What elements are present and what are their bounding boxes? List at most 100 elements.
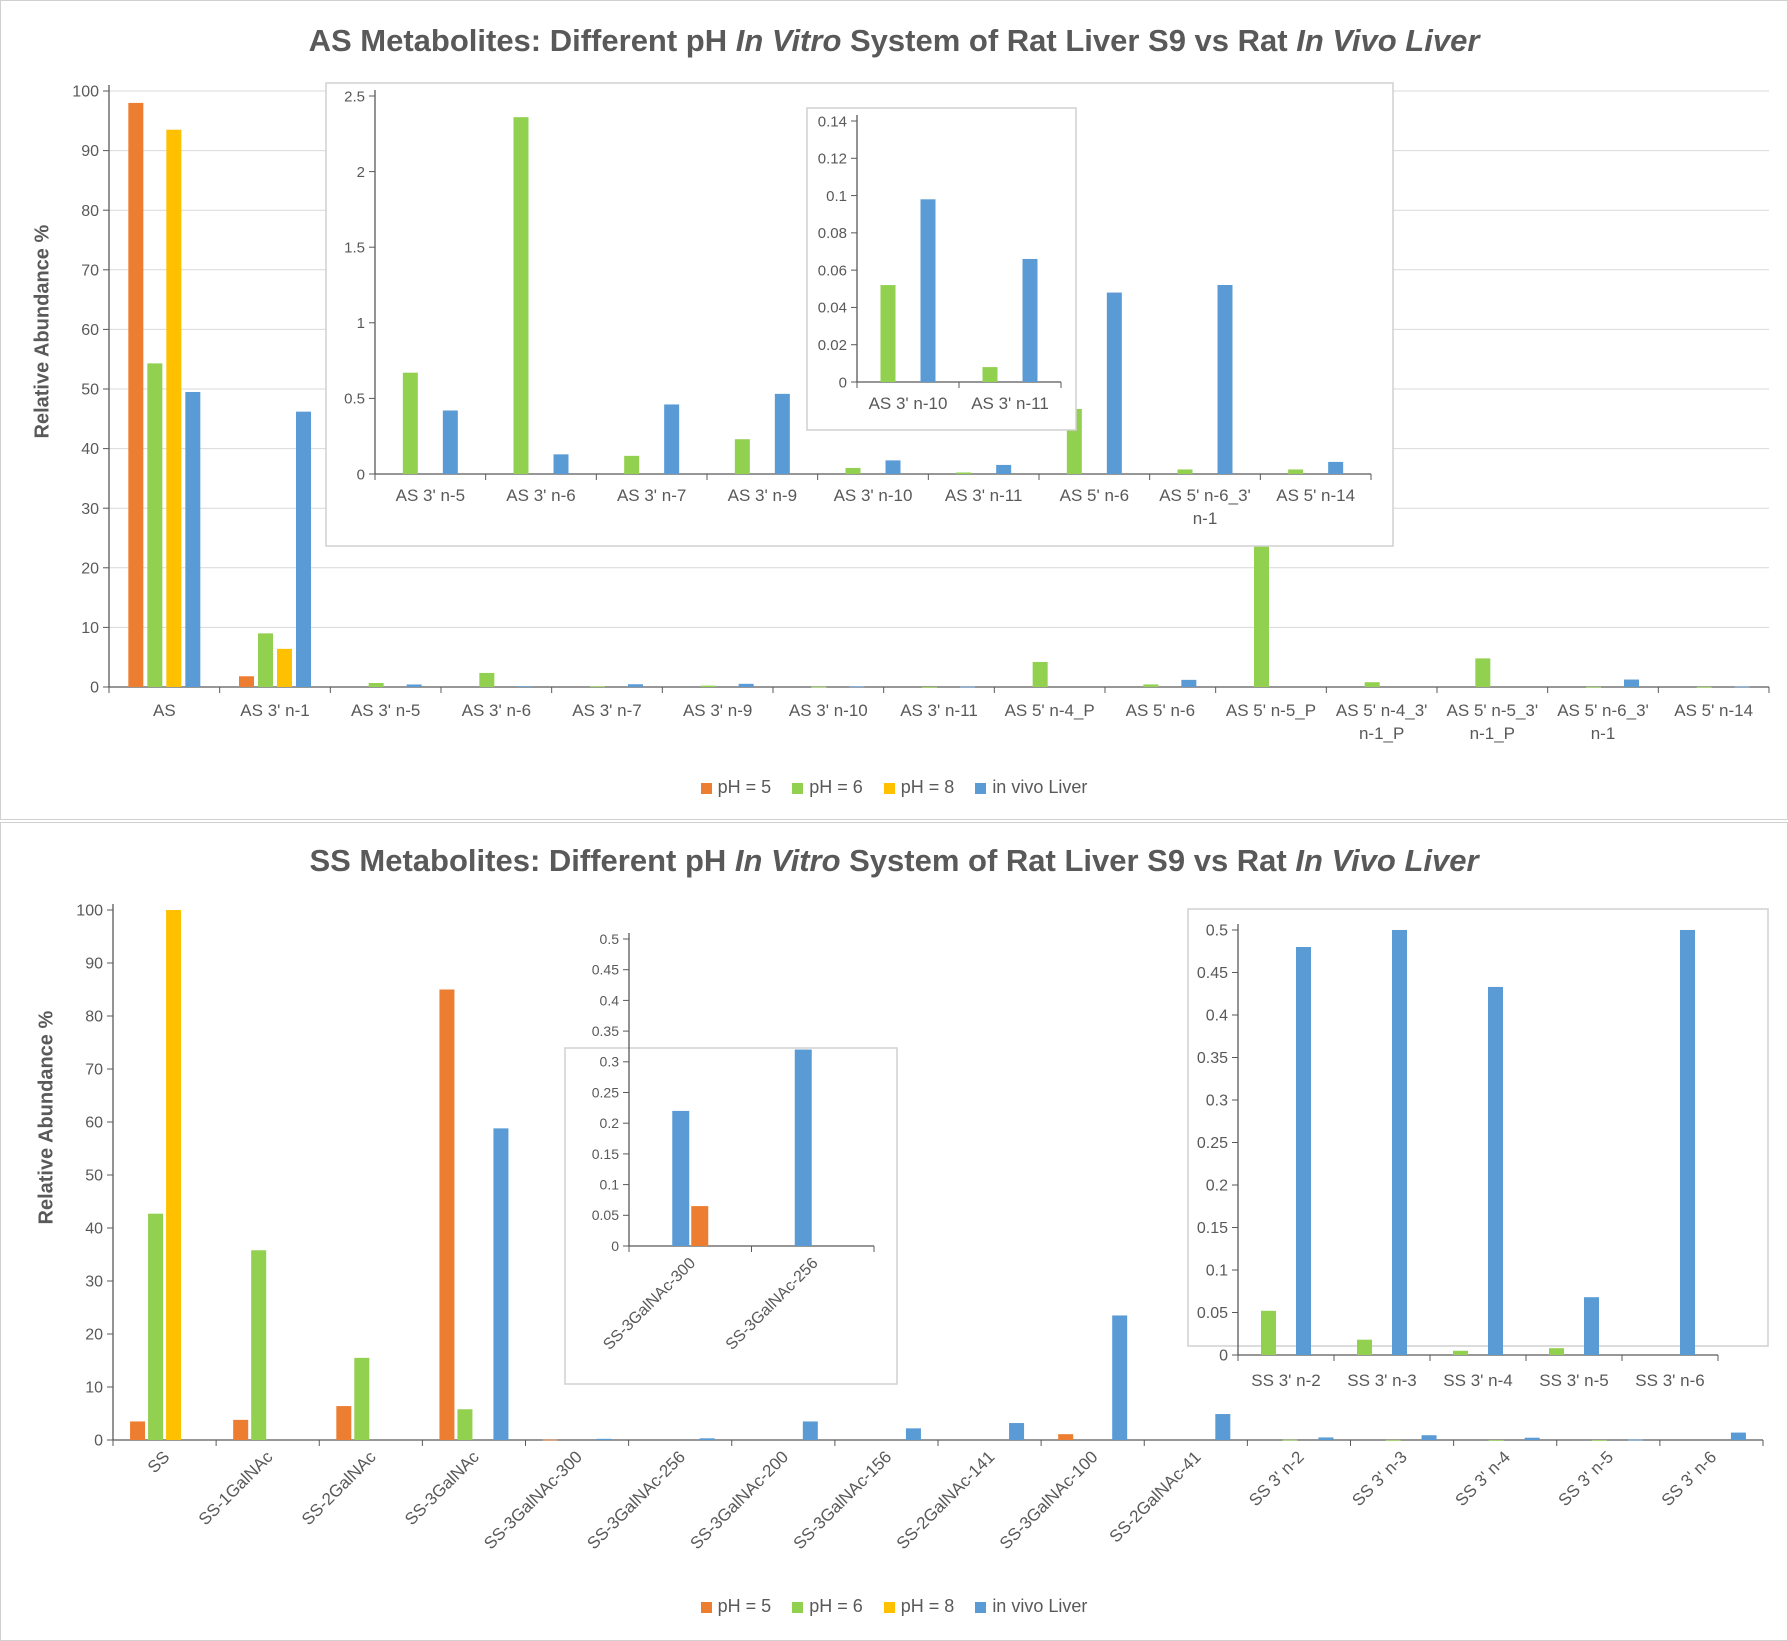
y-tick-label: 0 bbox=[611, 1238, 619, 1254]
bar-in-vivo-liver-ss-3-n-6 bbox=[1680, 930, 1695, 1355]
y-tick-label: 10 bbox=[85, 1380, 103, 1397]
y-tick-label: 0.3 bbox=[600, 1054, 620, 1070]
ss-chart-svg: 0 10 20 30 40 50 60 70 80 90 100 SS SS-1GalNAc SS-2Ga… bbox=[76, 903, 1769, 1553]
bar-in-vivo-liver-ss-3galnac-256 bbox=[794, 1049, 812, 1246]
x-tick-label: AS 3' n-9 bbox=[683, 701, 752, 720]
y-tick-label: 0.1 bbox=[1206, 1263, 1228, 1280]
y-tick-label: 90 bbox=[85, 956, 103, 973]
bar-in-vivo-liver-as-5-n-14 bbox=[1328, 461, 1344, 474]
y-tick-label: 2 bbox=[357, 164, 365, 181]
legend-swatch bbox=[883, 783, 895, 794]
x-tick-label: AS 5' n-4_3' n-1_P bbox=[1336, 701, 1428, 743]
y-tick-label: 20 bbox=[85, 1327, 103, 1344]
bar-in-vivo-liver-ss-3-n-3 bbox=[1421, 1435, 1437, 1440]
legend-item-invivo: in vivo Liver bbox=[975, 777, 1087, 798]
x-tick-label: AS 5' n-14 bbox=[1674, 701, 1753, 720]
bar-in-vivo-liver-ss-2galnac-141 bbox=[1009, 1423, 1025, 1440]
bar-ph-5-ss-3galnac-300 bbox=[542, 1439, 558, 1441]
y-tick-label: 60 bbox=[81, 322, 99, 339]
bar-ph-6-as-3-n-11 bbox=[922, 686, 937, 688]
bar-ph-6-as-3-n-7 bbox=[590, 686, 605, 688]
y-tick-label: 0.14 bbox=[818, 113, 847, 130]
y-tick-label: 0.06 bbox=[818, 262, 847, 279]
bar-ph-6-ss-1galnac bbox=[251, 1250, 267, 1440]
x-tick-label: SS-3GalNAc bbox=[401, 1447, 483, 1529]
x-tick-label: SS 3' n-2 bbox=[1245, 1447, 1308, 1510]
bar-ph-5-ss-2galnac bbox=[336, 1406, 352, 1440]
legend-item-invivo: in vivo Liver bbox=[975, 1596, 1087, 1617]
y-tick-label: 0.45 bbox=[592, 962, 619, 978]
bar-ph-6-ss-3-n-3 bbox=[1357, 1339, 1372, 1355]
y-tick-label: 0 bbox=[94, 1433, 103, 1450]
bar-in-vivo-liver-as-3-n-11 bbox=[960, 686, 975, 688]
bar-ph-6-as-3-n-10 bbox=[845, 467, 861, 474]
x-tick-label: AS 5' n-5_3' n-1_P bbox=[1447, 701, 1539, 743]
x-tick-label: SS-3GalNAc-200 bbox=[687, 1447, 793, 1553]
bar-in-vivo-liver-as-3-n-6 bbox=[553, 454, 569, 474]
legend-item-ph6: pH = 6 bbox=[792, 1596, 863, 1617]
bar-ph-6-as-3-n-10 bbox=[811, 686, 827, 688]
y-tick-label: 0.04 bbox=[818, 300, 847, 317]
bar-ph-5-as-3-n-1 bbox=[239, 676, 254, 687]
y-tick-label: 0.02 bbox=[818, 337, 847, 354]
bar-ph-8-as-3-n-1 bbox=[277, 648, 292, 687]
x-tick-label: SS 3' n-5 bbox=[1539, 1371, 1608, 1390]
x-tick-label: AS 3' n-5 bbox=[351, 701, 420, 720]
x-tick-label: AS 5' n-6 bbox=[1060, 486, 1129, 505]
x-tick-label: AS 5' n-6_3' n-1 bbox=[1159, 486, 1251, 528]
y-tick-label: 0.5 bbox=[1206, 923, 1228, 940]
ss-chart-panel: SS Metabolites: Different pH In Vitro Sy… bbox=[0, 822, 1788, 1641]
ss-inset-large-frame bbox=[1187, 908, 1769, 1347]
bar-in-vivo-liver-as bbox=[185, 391, 201, 687]
legend-swatch bbox=[700, 1602, 712, 1613]
bar-ph-6-as-5-n-14 bbox=[1288, 469, 1304, 474]
as-chart-panel: AS Metabolites: Different pH In Vitro Sy… bbox=[0, 0, 1788, 820]
x-tick-label: AS 3' n-5 bbox=[396, 486, 465, 505]
bar-in-vivo-liver-as-3-n-9 bbox=[738, 683, 754, 687]
bar-ph-6-as-3-n-11 bbox=[982, 367, 998, 382]
legend-item-ph8: pH = 8 bbox=[883, 1596, 954, 1617]
bar-ph-6-as-5-n-4-3-n-1-p bbox=[1364, 682, 1380, 687]
y-tick-label: 0.45 bbox=[1197, 965, 1228, 982]
x-tick-label: SS 3' n-2 bbox=[1251, 1371, 1320, 1390]
bar-ph-5-ss bbox=[130, 1421, 146, 1440]
as-legend: pH = 5 pH = 6 pH = 8 in vivo Liver bbox=[1, 777, 1787, 798]
legend-item-ph5: pH = 5 bbox=[700, 1596, 771, 1617]
bar-ph-6-ss-3-n-2 bbox=[1261, 1310, 1276, 1355]
x-tick-label: AS 3' n-10 bbox=[834, 486, 913, 505]
y-tick-label: 0.15 bbox=[1197, 1220, 1228, 1237]
bar-in-vivo-liver-as-3-n-10 bbox=[885, 460, 901, 474]
x-tick-label: SS bbox=[144, 1447, 173, 1476]
x-tick-label: AS 3' n-6 bbox=[506, 486, 575, 505]
y-tick-label: 0.35 bbox=[1197, 1050, 1228, 1067]
x-tick-label: SS 3' n-3 bbox=[1347, 1371, 1416, 1390]
bar-ph-6-as-3-n-5 bbox=[402, 372, 418, 474]
y-tick-label: 0.1 bbox=[826, 188, 847, 205]
bar-ph-6-ss-3-n-5 bbox=[1591, 1439, 1607, 1441]
bar-in-vivo-liver-as-5-n-14 bbox=[1734, 686, 1750, 688]
bar-ph-8-ss bbox=[166, 910, 182, 1440]
bar-ph-5-ss-3galnac bbox=[439, 989, 455, 1440]
y-tick-label: 80 bbox=[81, 203, 99, 220]
legend-item-ph6: pH = 6 bbox=[792, 777, 863, 798]
bar-ph-6-as-5-n-4-p bbox=[1032, 661, 1048, 687]
bar-ph-6-as-3-n-6 bbox=[513, 117, 529, 474]
x-tick-label: AS 3' n-10 bbox=[869, 394, 948, 413]
bar-ph-6-ss-3-n-3 bbox=[1385, 1439, 1401, 1441]
x-tick-label: AS 3' n-7 bbox=[572, 701, 641, 720]
x-tick-label: SS 3' n-6 bbox=[1635, 1371, 1704, 1390]
x-tick-label: AS 5' n-6 bbox=[1126, 701, 1195, 720]
bar-ph-6-as-3-n-1 bbox=[258, 633, 273, 687]
bar-ph-6-ss-3-n-2 bbox=[1282, 1439, 1298, 1441]
bar-in-vivo-liver-ss-3galnac-300 bbox=[596, 1438, 612, 1440]
y-tick-label: 100 bbox=[72, 84, 99, 101]
bar-ph-6-as-3-n-6 bbox=[479, 672, 495, 687]
y-tick-label: 0.35 bbox=[592, 1023, 619, 1039]
legend-swatch bbox=[700, 783, 712, 794]
y-tick-label: 70 bbox=[81, 262, 99, 279]
bar-in-vivo-liver-ss-3-n-4 bbox=[1524, 1437, 1540, 1440]
ss-legend: pH = 5 pH = 6 pH = 8 in vivo Liver bbox=[1, 1596, 1787, 1617]
y-tick-label: 0 bbox=[357, 466, 365, 483]
bar-in-vivo-liver-ss-3-n-2 bbox=[1296, 947, 1311, 1355]
y-tick-label: 0.5 bbox=[600, 931, 620, 947]
